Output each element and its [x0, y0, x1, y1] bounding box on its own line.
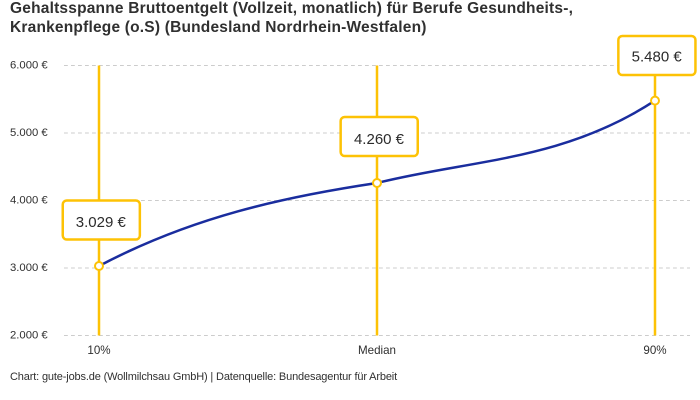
svg-text:5.000 €: 5.000 €: [10, 127, 48, 139]
svg-text:Median: Median: [358, 344, 396, 357]
svg-text:90%: 90%: [643, 344, 666, 357]
svg-text:4.260 €: 4.260 €: [354, 131, 405, 148]
svg-text:5.480 €: 5.480 €: [632, 48, 683, 65]
svg-text:6.000 €: 6.000 €: [10, 60, 48, 72]
svg-text:3.029 €: 3.029 €: [76, 214, 127, 231]
svg-text:4.000 €: 4.000 €: [10, 195, 48, 207]
svg-text:2.000 €: 2.000 €: [10, 330, 48, 342]
svg-text:10%: 10%: [87, 344, 110, 357]
svg-text:3.000 €: 3.000 €: [10, 262, 48, 274]
